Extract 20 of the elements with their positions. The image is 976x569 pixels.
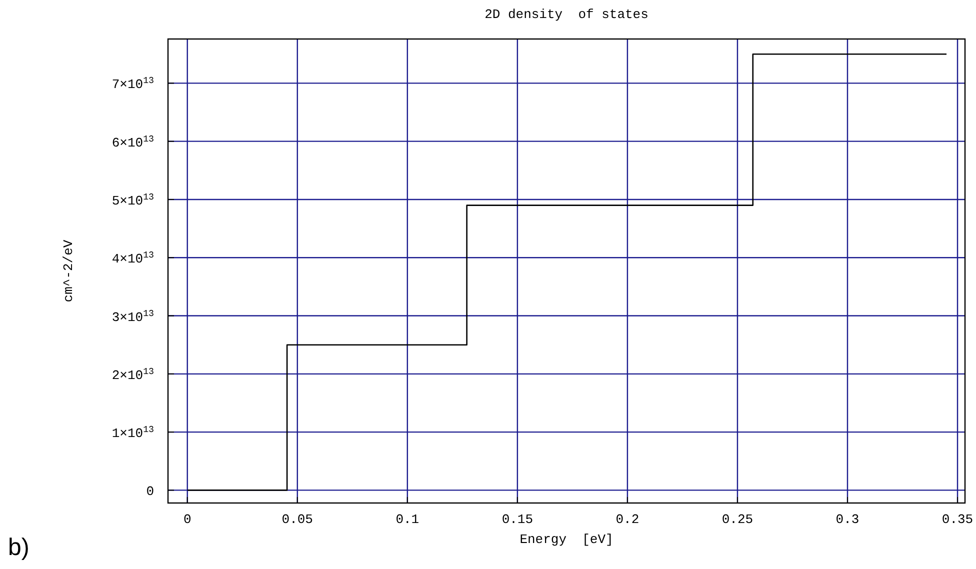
x-tick-label: 0.3: [836, 512, 860, 527]
text: b): [8, 534, 30, 561]
y-tick-label: 3×10$^{13}$: [112, 307, 154, 325]
x-tick-label: 0.2: [616, 512, 640, 527]
y-tick-label: 2×10$^{13}$: [112, 365, 154, 383]
y-tick-label: 5×10$^{13}$: [112, 190, 154, 208]
y-tick-label: 4×10$^{13}$: [112, 249, 154, 267]
y-tick-label: 6×10$^{13}$: [112, 132, 154, 150]
y-axis-title: cm^-2/eV: [61, 240, 76, 302]
x-tick-label: 0: [183, 512, 192, 527]
x-tick-label: 0.15: [502, 512, 534, 527]
y-tick-label: 0: [146, 484, 154, 500]
x-tick-label: 0.35: [942, 512, 974, 527]
y-tick-label: 7×10$^{13}$: [112, 74, 154, 92]
chart-title: 2D density of states: [484, 7, 648, 22]
x-tick-label: 0.1: [396, 512, 420, 527]
x-axis-title: Energy [eV]: [520, 532, 614, 547]
x-tick-label: 0.25: [722, 512, 754, 527]
y-tick-label: 1×10$^{13}$: [112, 424, 154, 442]
x-tick-label: 0.05: [282, 512, 313, 527]
